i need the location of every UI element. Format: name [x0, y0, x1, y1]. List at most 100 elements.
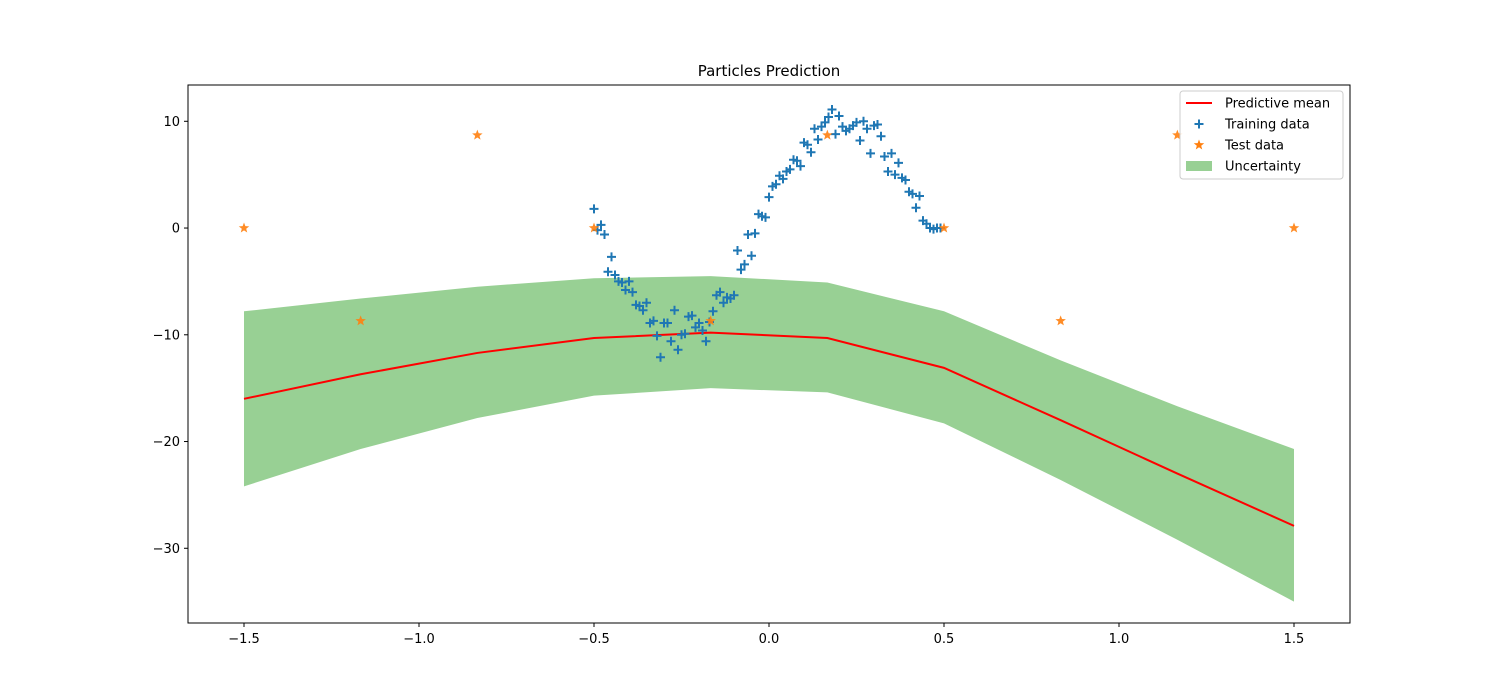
- x-tick-label: 0.0: [759, 632, 780, 647]
- training-point: [803, 140, 812, 150]
- training-point: [792, 156, 802, 166]
- legend-swatch-uncertainty: [1186, 161, 1212, 171]
- test-point: [1055, 315, 1066, 326]
- uncertainty-band: [244, 276, 1294, 602]
- test-point: [938, 222, 950, 233]
- legend-box: [1179, 90, 1344, 180]
- training-point: [887, 148, 896, 158]
- training-point: [764, 192, 774, 202]
- y-tick-label: −30: [153, 542, 180, 557]
- training-point: [894, 158, 903, 168]
- training-point: [740, 259, 749, 269]
- training-point: [785, 164, 795, 174]
- predictive-mean-line: [243, 331, 1295, 527]
- training-point: [736, 265, 746, 275]
- training-point: [670, 305, 679, 315]
- training-point: [642, 298, 651, 308]
- training-point: [715, 287, 725, 297]
- test-point: [822, 129, 833, 140]
- uncertainty-layer: [244, 276, 1294, 602]
- training-point: [621, 285, 630, 295]
- training-data-layer: [589, 105, 945, 362]
- training-point: [656, 352, 665, 362]
- training-point: [810, 124, 819, 134]
- predictive-mean-layer: [243, 331, 1295, 527]
- training-point: [915, 191, 924, 201]
- legend-label: Training data: [1224, 118, 1310, 133]
- training-point: [890, 170, 900, 180]
- test-point: [588, 222, 600, 233]
- training-point: [859, 116, 868, 126]
- x-tick-label: −1.0: [403, 632, 435, 647]
- training-point: [876, 131, 886, 141]
- training-point: [880, 152, 889, 162]
- test-point: [472, 129, 483, 140]
- training-point: [831, 129, 840, 139]
- training-point: [813, 134, 823, 144]
- training-point: [883, 166, 893, 176]
- training-point: [862, 124, 872, 134]
- x-tick-label: −0.5: [578, 632, 610, 647]
- training-point: [666, 336, 676, 346]
- test-point: [705, 315, 716, 326]
- training-point: [855, 136, 865, 146]
- training-point: [873, 119, 882, 129]
- training-point: [687, 311, 697, 321]
- training-point: [628, 287, 637, 297]
- training-point: [834, 111, 844, 121]
- y-axis: 10 0 −10 −20 −30: [153, 115, 188, 557]
- x-tick-label: −1.5: [228, 632, 260, 647]
- training-point: [719, 298, 728, 308]
- test-point: [238, 222, 250, 233]
- training-point: [778, 174, 788, 184]
- training-point: [600, 229, 609, 239]
- training-point: [607, 252, 616, 262]
- training-point: [733, 245, 742, 255]
- training-point: [603, 267, 613, 277]
- legend: Predictive mean Training data Test data Unc…: [1179, 90, 1344, 180]
- training-point: [824, 112, 833, 122]
- x-tick-label: 1.0: [1109, 632, 1130, 647]
- x-axis: −1.5 −1.0 −0.5 0.0 0.5 1.0 1.5: [228, 623, 1304, 647]
- training-point: [698, 326, 707, 336]
- y-tick-label: −20: [153, 435, 180, 450]
- training-point: [806, 147, 816, 157]
- training-point: [589, 204, 599, 214]
- training-point: [701, 336, 711, 346]
- training-point: [911, 203, 921, 213]
- training-point: [820, 117, 830, 127]
- training-point: [652, 331, 662, 341]
- y-tick-label: 10: [163, 115, 180, 130]
- chart-title: Particles Prediction: [698, 62, 841, 80]
- training-point: [771, 179, 781, 189]
- training-point: [866, 148, 875, 158]
- legend-swatch-training: [1194, 119, 1204, 129]
- test-point: [355, 315, 366, 326]
- training-point: [694, 318, 704, 328]
- training-point: [610, 270, 620, 280]
- legend-label: Uncertainty: [1225, 160, 1301, 175]
- training-point: [729, 290, 739, 300]
- x-tick-label: 0.5: [934, 632, 955, 647]
- training-point: [596, 220, 606, 230]
- legend-label: Test data: [1224, 139, 1284, 154]
- training-point: [663, 318, 672, 328]
- training-point: [908, 189, 917, 199]
- training-point: [638, 305, 648, 315]
- training-point: [743, 229, 753, 239]
- training-point: [673, 345, 683, 355]
- training-point: [649, 316, 658, 326]
- y-tick-label: 0: [172, 222, 180, 237]
- test-data-layer: [238, 129, 1300, 326]
- training-point: [901, 175, 910, 185]
- x-tick-label: 1.5: [1284, 632, 1305, 647]
- training-point: [750, 228, 760, 238]
- training-point: [747, 251, 756, 261]
- legend-label: Predictive mean: [1225, 97, 1330, 112]
- test-point: [1172, 129, 1183, 140]
- training-point: [852, 117, 861, 127]
- training-point: [761, 212, 770, 222]
- training-point: [708, 306, 718, 316]
- y-tick-label: −10: [153, 328, 180, 343]
